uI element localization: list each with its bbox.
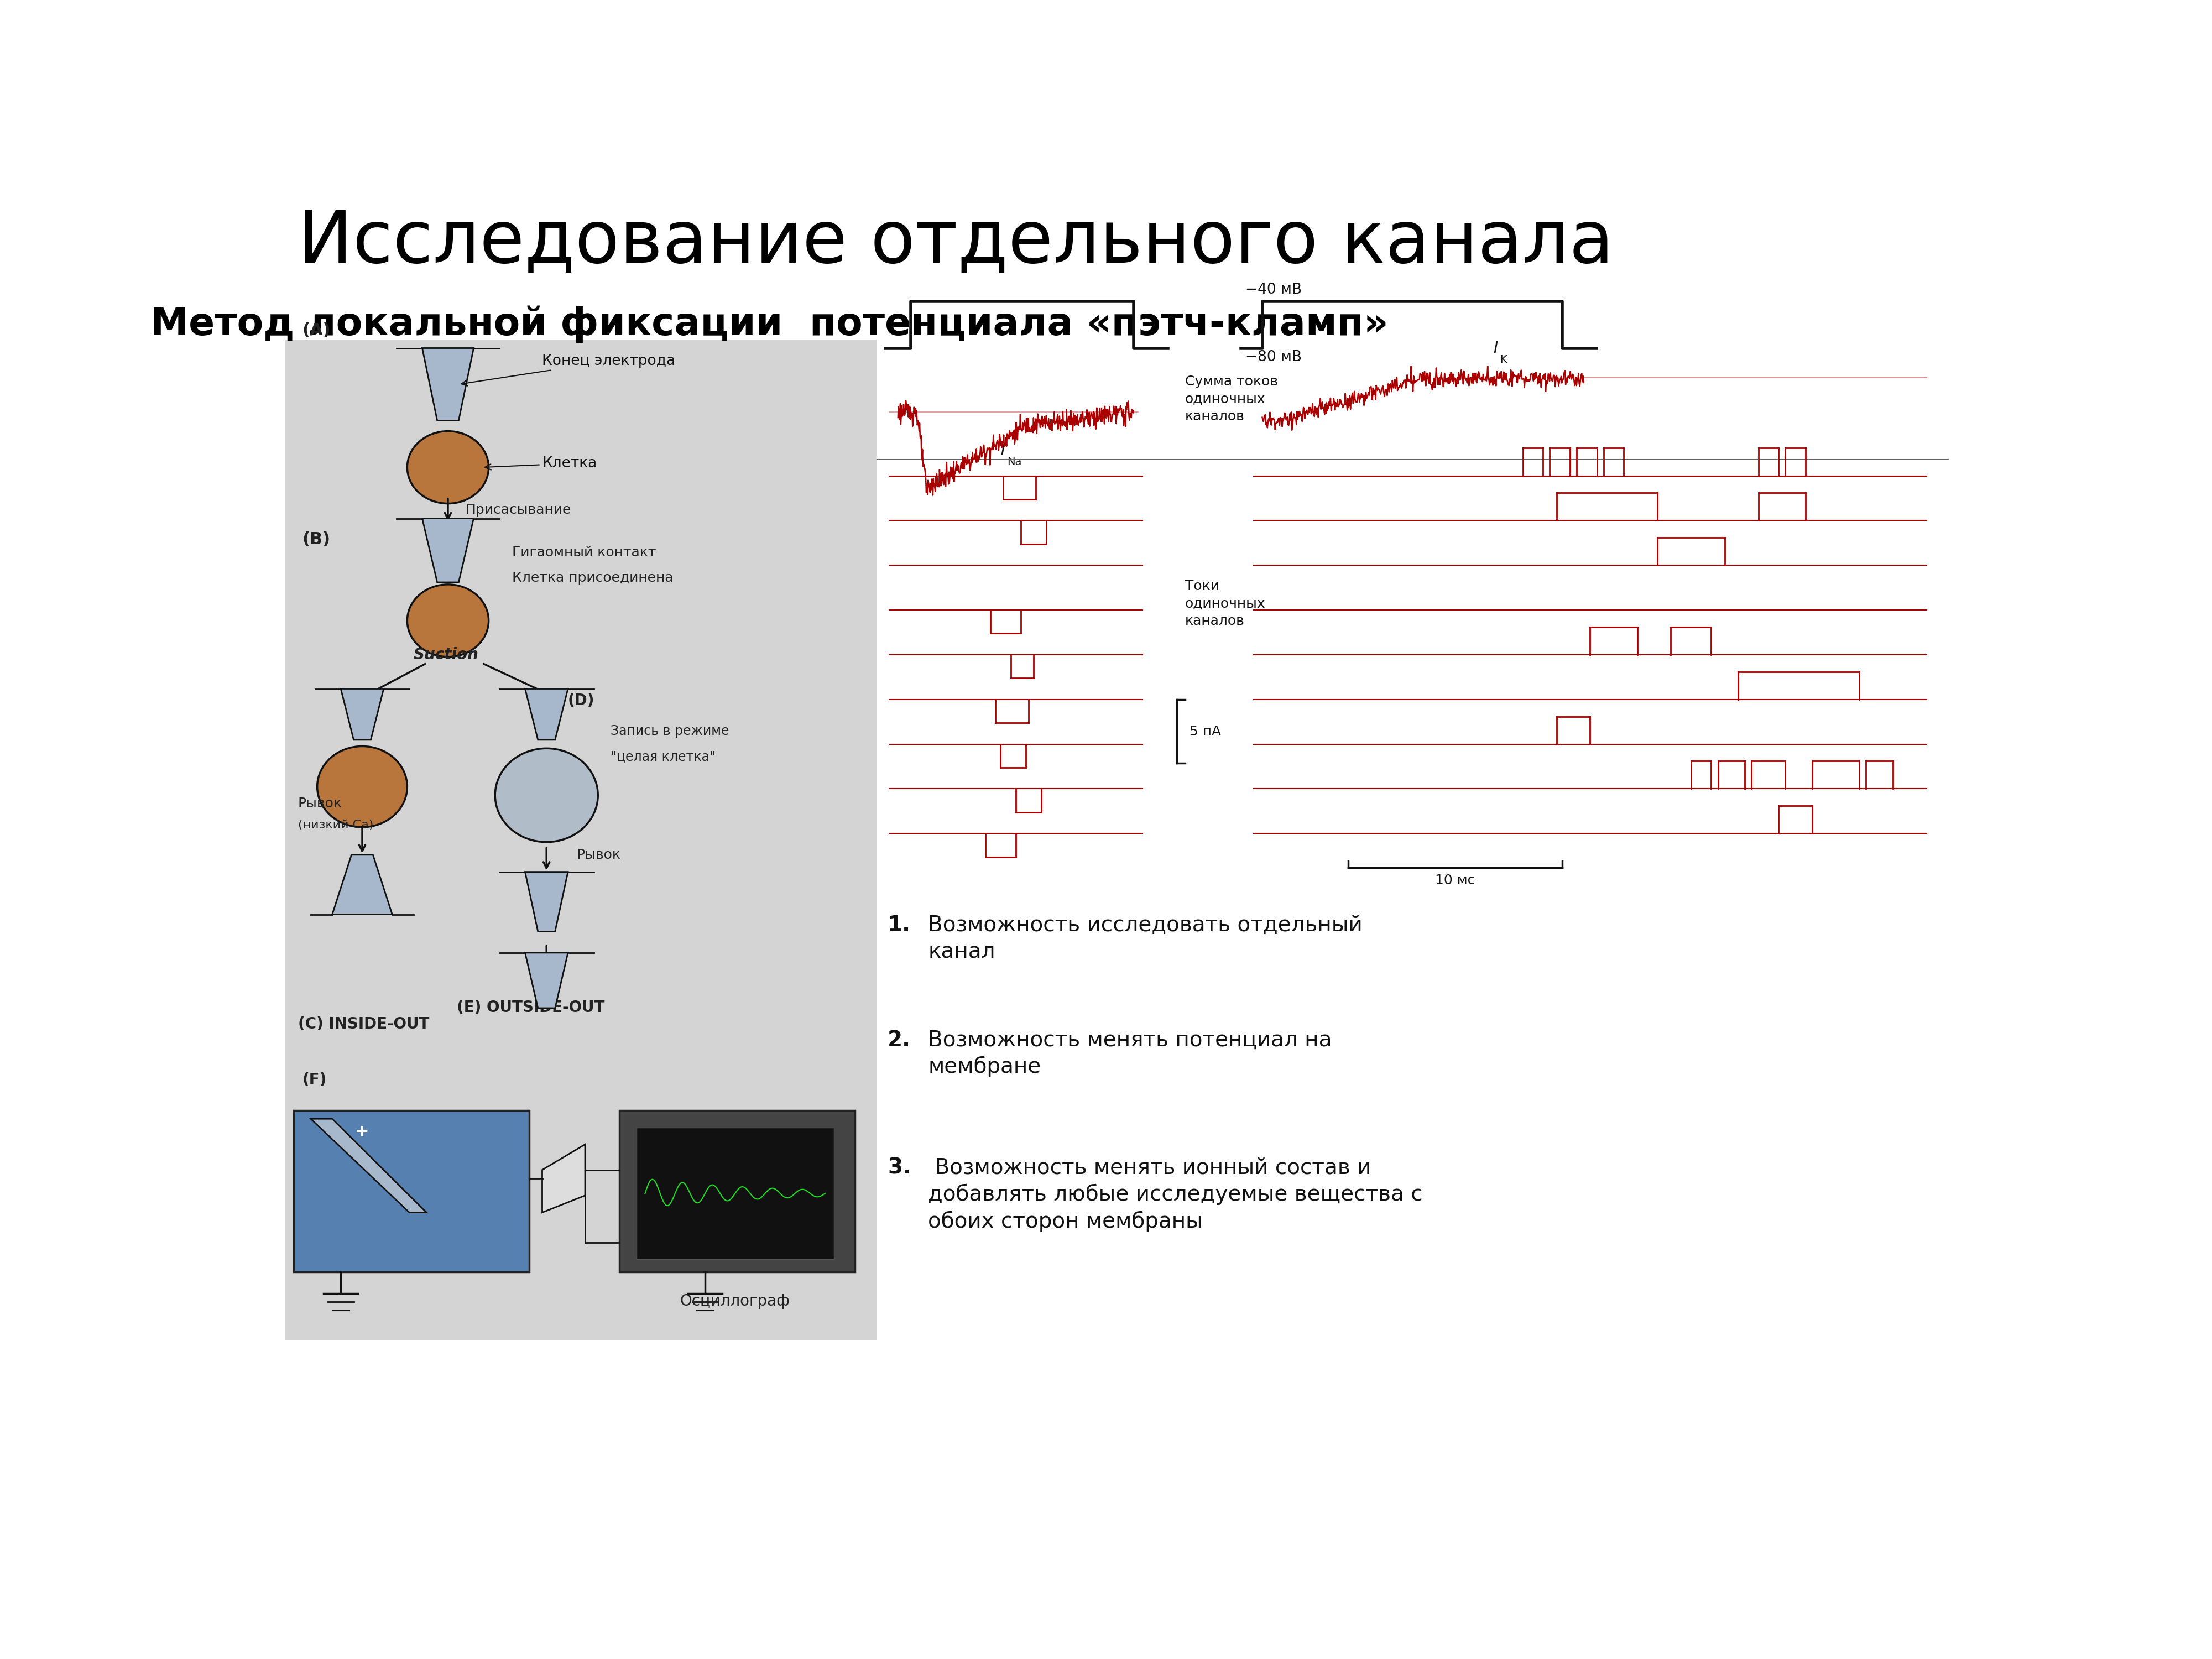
Text: Запись в режиме: Запись в режиме: [611, 725, 730, 738]
Polygon shape: [332, 854, 392, 914]
Text: (B): (B): [303, 531, 330, 547]
Ellipse shape: [316, 747, 407, 828]
Text: Осциллограф: Осциллограф: [679, 1294, 790, 1309]
Ellipse shape: [495, 748, 597, 843]
Text: (A): (A): [303, 322, 332, 338]
Text: (D): (D): [568, 693, 595, 708]
Text: Возможность исследовать отдельный
канал: Возможность исследовать отдельный канал: [929, 914, 1363, 962]
Text: Присасывание: Присасывание: [465, 503, 571, 516]
Polygon shape: [524, 952, 568, 1009]
Polygon shape: [524, 873, 568, 931]
Text: Токи
одиночных
каналов: Токи одиночных каналов: [1186, 579, 1265, 627]
Text: 3.: 3.: [887, 1158, 911, 1178]
Text: Исследование отдельного канала: Исследование отдельного канала: [299, 207, 1615, 277]
Text: Возможность менять ионный состав и
добавлять любые исследуемые вещества с
обоих : Возможность менять ионный состав и добав…: [929, 1158, 1422, 1233]
Text: Рывок: Рывок: [577, 848, 622, 861]
Text: "целая клетка": "целая клетка": [611, 750, 717, 763]
Text: −40 мВ: −40 мВ: [1245, 282, 1301, 297]
Text: Сумма токов
одиночных
каналов: Сумма токов одиночных каналов: [1186, 375, 1279, 423]
Text: (E) OUTSIDE-OUT: (E) OUTSIDE-OUT: [456, 1000, 604, 1015]
Polygon shape: [524, 688, 568, 740]
Text: Na: Na: [1006, 456, 1022, 468]
Text: Конец электрода: Конец электрода: [462, 353, 675, 387]
Text: K: K: [1500, 355, 1506, 365]
Polygon shape: [422, 348, 473, 420]
Text: Возможность менять потенциал на
мембране: Возможность менять потенциал на мембране: [929, 1029, 1332, 1077]
Ellipse shape: [407, 584, 489, 657]
FancyBboxPatch shape: [294, 1110, 529, 1272]
Polygon shape: [422, 518, 473, 582]
Polygon shape: [542, 1145, 584, 1213]
Text: Клетка присоединена: Клетка присоединена: [513, 571, 672, 584]
Ellipse shape: [407, 431, 489, 504]
Text: (C) INSIDE-OUT: (C) INSIDE-OUT: [299, 1017, 429, 1032]
Text: I: I: [1493, 340, 1498, 357]
Polygon shape: [310, 1118, 427, 1213]
Text: 2.: 2.: [887, 1029, 911, 1050]
Text: 1.: 1.: [887, 914, 911, 936]
Text: Клетка: Клетка: [484, 456, 597, 471]
Text: Метод локальной фиксации  потенциала «пэтч-кламп»: Метод локальной фиксации потенциала «пэт…: [150, 305, 1389, 343]
Text: I: I: [1000, 443, 1004, 458]
FancyBboxPatch shape: [285, 340, 876, 1340]
FancyBboxPatch shape: [637, 1128, 834, 1259]
Text: 10 мс: 10 мс: [1436, 874, 1475, 888]
Text: Рывок: Рывок: [299, 796, 343, 810]
Text: (F): (F): [303, 1072, 327, 1088]
Text: (низкий Ca): (низкий Ca): [299, 820, 374, 831]
Text: +: +: [356, 1123, 369, 1140]
Text: −80 мВ: −80 мВ: [1245, 350, 1301, 365]
Text: Suction: Suction: [414, 647, 478, 662]
FancyBboxPatch shape: [619, 1110, 856, 1272]
Polygon shape: [341, 688, 383, 740]
Text: Гигаомный контакт: Гигаомный контакт: [513, 546, 657, 559]
Text: 5 пА: 5 пА: [1190, 725, 1221, 738]
